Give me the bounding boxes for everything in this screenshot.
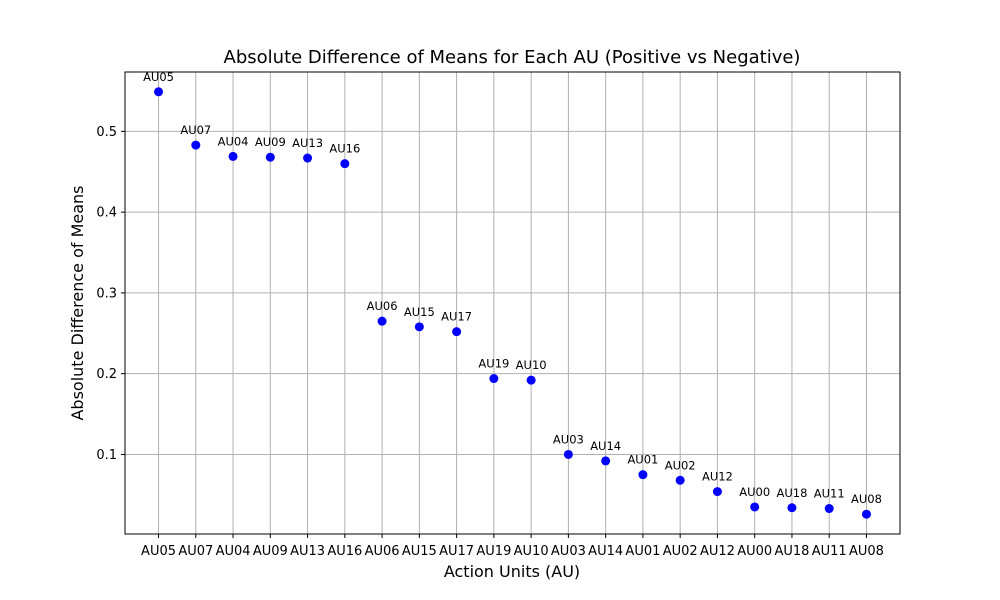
x-tick-label: AU17 <box>439 544 474 559</box>
data-point <box>303 153 313 163</box>
x-tick-label: AU06 <box>365 544 400 559</box>
y-axis-ticks: 0.1 0.2 0.3 0.4 0.5 <box>96 125 125 463</box>
data-label: AU00 <box>739 485 770 499</box>
data-point <box>601 456 611 466</box>
x-tick-label: AU18 <box>774 544 809 559</box>
data-label: AU08 <box>851 492 882 506</box>
x-tick-label: AU05 <box>141 544 176 559</box>
data-label: AU01 <box>627 453 658 467</box>
data-point <box>563 449 573 459</box>
x-tick-label: AU13 <box>290 544 325 559</box>
data-label: AU19 <box>478 357 509 371</box>
data-point <box>750 502 760 512</box>
data-label: AU16 <box>329 142 360 156</box>
data-point <box>377 316 387 326</box>
data-point <box>526 375 536 385</box>
data-labels: AU05 AU07 AU04 AU09 AU13 AU16 AU06 AU15 AU17 AU19… <box>143 70 882 506</box>
data-label: AU11 <box>814 487 845 501</box>
x-axis-label: Action Units (AU) <box>444 562 580 581</box>
y-tick-label: 0.5 <box>96 125 117 140</box>
data-point <box>638 470 648 480</box>
x-tick-label: AU07 <box>178 544 213 559</box>
x-tick-label: AU16 <box>327 544 362 559</box>
data-label: AU15 <box>404 305 435 319</box>
data-label: AU14 <box>590 439 621 453</box>
data-point <box>787 503 797 513</box>
x-tick-label: AU02 <box>663 544 698 559</box>
data-point <box>452 327 462 337</box>
data-point <box>265 152 275 162</box>
x-tick-label: AU09 <box>253 544 288 559</box>
x-tick-label: AU04 <box>216 544 251 559</box>
y-tick-label: 0.4 <box>96 206 117 221</box>
x-axis-ticks: AU05 AU07 AU04 AU09 AU13 AU16 AU06 AU15 AU17 AU19… <box>141 534 884 559</box>
data-label: AU07 <box>180 123 211 137</box>
y-tick-label: 0.3 <box>96 286 117 301</box>
data-point <box>414 322 424 332</box>
data-label: AU17 <box>441 310 472 324</box>
data-point <box>489 374 499 384</box>
data-point <box>340 159 350 169</box>
x-tick-label: AU15 <box>402 544 437 559</box>
data-label: AU06 <box>367 299 398 313</box>
data-label: AU04 <box>218 134 249 148</box>
x-tick-label: AU12 <box>700 544 735 559</box>
data-point <box>675 475 685 485</box>
y-tick-label: 0.2 <box>96 367 117 382</box>
x-tick-label: AU11 <box>812 544 847 559</box>
data-label: AU02 <box>665 458 696 472</box>
data-point <box>154 87 164 97</box>
data-label: AU12 <box>702 470 733 484</box>
data-point <box>861 509 871 519</box>
x-tick-label: AU08 <box>849 544 884 559</box>
x-tick-label: AU10 <box>514 544 549 559</box>
x-tick-label: AU14 <box>588 544 623 559</box>
data-label: AU18 <box>776 486 807 500</box>
data-label: AU10 <box>516 358 547 372</box>
x-tick-label: AU00 <box>737 544 772 559</box>
data-points <box>154 87 871 519</box>
data-point <box>824 504 834 514</box>
x-tick-label: AU03 <box>551 544 586 559</box>
plot-frame <box>124 71 901 535</box>
data-point <box>712 487 722 497</box>
x-tick-label: AU01 <box>625 544 660 559</box>
grid-lines <box>125 72 900 534</box>
data-point <box>228 151 238 161</box>
data-label: AU13 <box>292 136 323 150</box>
x-tick-label: AU19 <box>476 544 511 559</box>
chart-title: Absolute Difference of Means for Each AU… <box>224 47 801 68</box>
y-axis-label: Absolute Difference of Means <box>68 185 87 420</box>
y-tick-label: 0.1 <box>96 448 117 463</box>
data-label: AU05 <box>143 70 174 84</box>
data-label: AU03 <box>553 432 584 446</box>
data-point <box>191 140 201 150</box>
data-label: AU09 <box>255 135 286 149</box>
